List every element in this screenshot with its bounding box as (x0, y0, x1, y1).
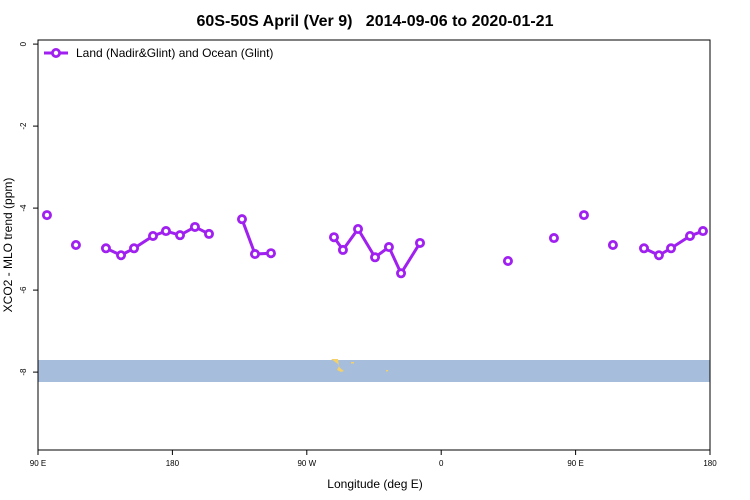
map-land (351, 362, 354, 364)
point (160, 226, 171, 237)
y-tick-label: -4 (19, 204, 28, 212)
x-axis-label: Longitude (deg E) (327, 477, 422, 491)
map-land (386, 370, 388, 372)
chart-title: 60S-50S April (Ver 9) 2014-09-06 to 2020… (197, 13, 554, 30)
point (175, 230, 186, 241)
point (236, 214, 247, 225)
point (548, 233, 559, 244)
legend-marker (51, 48, 62, 59)
map-ocean (38, 360, 710, 382)
point (116, 250, 127, 261)
x-tick-label: 90 W (297, 459, 316, 468)
point (41, 210, 52, 221)
map-strip (38, 359, 710, 382)
point (502, 255, 513, 266)
x-tick-label: 90 E (30, 459, 46, 468)
x-tick-label: 180 (703, 459, 717, 468)
point (370, 252, 381, 263)
x-tick-label: 180 (166, 459, 180, 468)
map-land (331, 359, 344, 372)
x-tick-label: 0 (439, 459, 444, 468)
y-tick-label: -8 (19, 368, 28, 376)
point (653, 250, 664, 261)
point (189, 221, 200, 232)
point (578, 210, 589, 221)
point (129, 243, 140, 254)
point (414, 237, 425, 248)
y-tick-label: -2 (19, 122, 28, 130)
point (203, 228, 214, 239)
legend-label: Land (Nadir&Glint) and Ocean (Glint) (76, 46, 273, 60)
x-tick-label: 90 E (567, 459, 583, 468)
point (607, 239, 618, 250)
point (383, 242, 394, 253)
point (697, 226, 708, 237)
point (70, 239, 81, 250)
point (666, 243, 677, 254)
point (638, 243, 649, 254)
y-axis-label: XCO2 - MLO trend (ppm) (1, 178, 15, 313)
point (328, 232, 339, 243)
point (337, 244, 348, 255)
point (265, 248, 276, 259)
point (396, 268, 407, 279)
point (249, 249, 260, 260)
plot-frame (37, 39, 711, 451)
point (147, 230, 158, 241)
point (684, 230, 695, 241)
point (100, 243, 111, 254)
y-tick-label: 0 (19, 41, 28, 46)
point (353, 224, 364, 235)
y-tick-label: -6 (19, 286, 28, 294)
